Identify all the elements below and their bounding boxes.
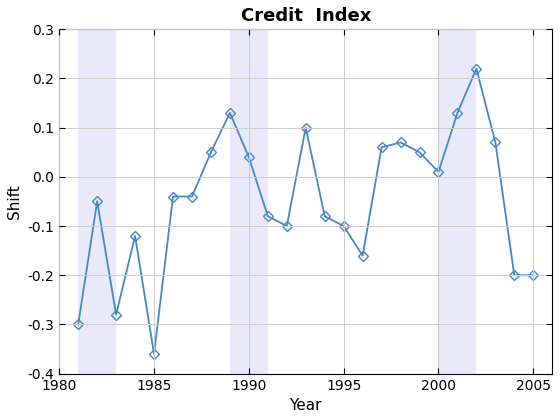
- Bar: [230, 29, 268, 374]
- Bar: [78, 29, 116, 374]
- Y-axis label: Shift: Shift: [7, 184, 22, 219]
- Title: Credit  Index: Credit Index: [241, 7, 371, 25]
- X-axis label: Year: Year: [290, 398, 322, 413]
- Bar: [438, 29, 477, 374]
